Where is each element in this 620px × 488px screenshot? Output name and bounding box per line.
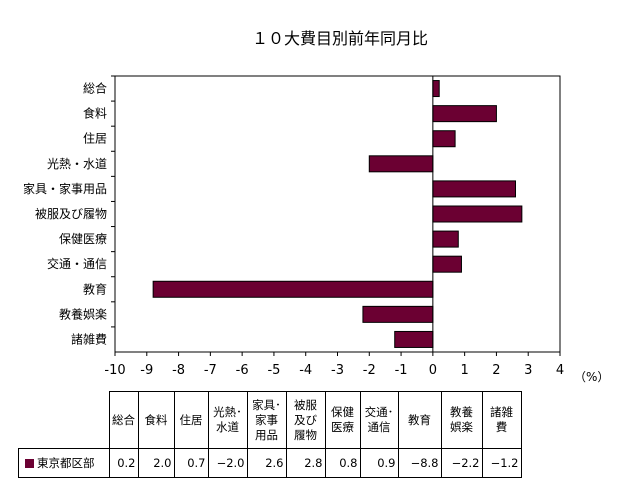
x-tick-label-13: 3 (524, 363, 532, 378)
x-tick-label-3: -7 (204, 363, 217, 378)
series-name: 東京都区部 (37, 455, 95, 470)
table-value-2: 0.7 (173, 448, 209, 478)
table-value-9: −2.2 (440, 448, 483, 478)
bar-9 (362, 305, 434, 323)
x-tick-label-11: 1 (461, 363, 469, 378)
series-swatch (25, 458, 34, 468)
x-tick-label-7: -3 (331, 363, 344, 378)
x-tick-label-5: -5 (267, 363, 280, 378)
x-tick-label-12: 2 (492, 363, 500, 378)
table-header-5: 被服 及び 履物 (285, 391, 326, 449)
category-label-9: 教養娯楽 (59, 306, 107, 321)
table-header-10: 諸雑費 (481, 391, 522, 449)
table-header-8: 教育 (397, 391, 442, 449)
bar-1 (432, 105, 497, 123)
table-row: 東京都区部 0.2 2.0 0.7 −2.0 2.6 2.8 0.8 0.9 −8.8 −2.2−… (18, 448, 522, 478)
unit-label: （%） (574, 370, 609, 384)
series-name-cell: 東京都区部 (18, 448, 110, 478)
table-header-1: 食料 (137, 391, 175, 449)
category-label-7: 交通・通信 (47, 256, 107, 271)
chart-title: １０大費目別前年同月比 (252, 29, 428, 48)
bar-6 (432, 230, 459, 248)
category-label-8: 教育 (83, 281, 107, 296)
table-value-6: 0.8 (324, 448, 361, 478)
table-value-3: −2.0 (207, 448, 248, 478)
x-tick-label-1: -9 (140, 363, 153, 378)
table-header-2: 住居 (173, 391, 209, 449)
bar-0 (432, 80, 440, 98)
x-tick-label-14: 4 (556, 363, 564, 378)
x-tick-label-10: 0 (429, 363, 437, 378)
table-value-4: 2.6 (246, 448, 287, 478)
table-value-10: −1.2 (481, 448, 522, 478)
category-label-5: 被服及び履物 (35, 207, 107, 221)
bar-7 (432, 255, 462, 273)
table-header-9: 教養 娯楽 (440, 391, 483, 449)
category-label-6: 保健医療 (59, 232, 107, 246)
table-value-5: 2.8 (285, 448, 326, 478)
bar-3 (368, 155, 434, 173)
bar-10 (394, 330, 434, 348)
category-label-1: 食料 (83, 106, 107, 121)
x-tick-label-6: -4 (299, 363, 312, 378)
table-corner (18, 391, 110, 449)
table-header-row: 総合 食料 住居 光熱･ 水道 家具･ 家事 用品 被服 及び 履物 保健 医療 交通･ 通信 教育 教養 娯楽諸… (18, 391, 522, 449)
bar-2 (432, 130, 456, 148)
x-tick-label-9: -1 (395, 363, 408, 378)
category-label-10: 諸雑費 (71, 331, 107, 346)
category-label-4: 家具・家事用品 (23, 181, 107, 196)
category-label-3: 光熱・水道 (47, 157, 107, 171)
bar-4 (432, 180, 517, 198)
x-tick-label-4: -6 (236, 363, 249, 378)
x-tick-label-8: -2 (363, 363, 376, 378)
table-value-7: 0.9 (359, 448, 399, 478)
bar-5 (432, 205, 523, 223)
table-header-3: 光熱･ 水道 (207, 391, 248, 449)
table-header-6: 保健 医療 (324, 391, 361, 449)
table-value-1: 2.0 (137, 448, 175, 478)
table-value-0: 0.2 (108, 448, 139, 478)
x-tick-label-0: -10 (104, 363, 125, 378)
table-header-7: 交通･ 通信 (359, 391, 399, 449)
table-header-0: 総合 (108, 391, 139, 449)
category-label-0: 総合 (83, 81, 107, 96)
data-table: 総合 食料 住居 光熱･ 水道 家具･ 家事 用品 被服 及び 履物 保健 医療 交通･ 通信 教育 教養 娯楽諸… (18, 391, 522, 478)
bar-8 (152, 280, 434, 298)
category-label-2: 住居 (83, 132, 107, 146)
table-value-8: −8.8 (397, 448, 442, 478)
x-tick-label-2: -8 (172, 363, 185, 378)
table-header-4: 家具･ 家事 用品 (246, 391, 287, 449)
